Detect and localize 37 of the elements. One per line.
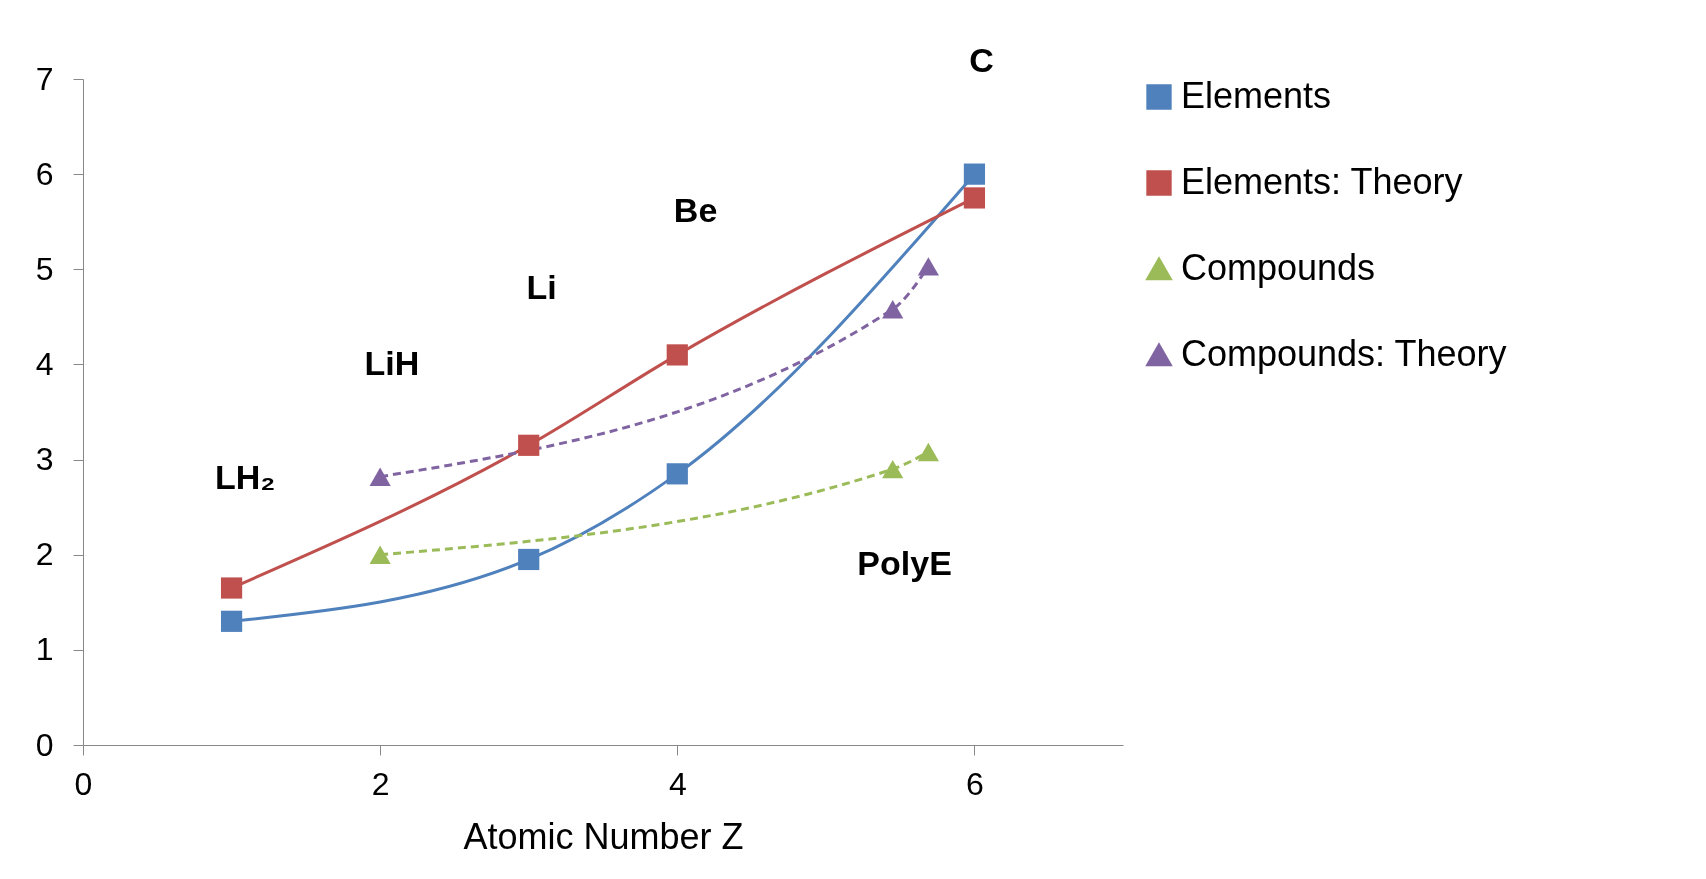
point: [369, 467, 391, 486]
point: [220, 610, 243, 632]
legend-label: Compounds: Theory: [1181, 333, 1507, 374]
annotation: Be: [673, 191, 718, 230]
point: [518, 434, 540, 456]
point: [882, 459, 904, 479]
point: [917, 257, 939, 276]
legend-label: Compounds: [1181, 247, 1376, 288]
point: [369, 545, 391, 564]
annotation: LH₂: [215, 457, 276, 496]
point: [917, 442, 939, 462]
y-tick-label: 1: [35, 631, 54, 668]
x-tick-label: 4: [668, 765, 687, 802]
x-tick-label: 2: [371, 765, 390, 802]
y-tick-label: 5: [35, 250, 54, 287]
y-tick-label: 4: [35, 345, 54, 382]
legend-label: Elements: Theory: [1181, 161, 1463, 202]
y-tick-label: 3: [35, 441, 54, 478]
point: [666, 344, 688, 366]
annotation: Li: [526, 267, 557, 306]
x-tick-label: 0: [74, 765, 93, 802]
point: [882, 300, 904, 319]
annotation: C: [969, 41, 994, 80]
annotation: PolyE: [857, 544, 952, 583]
point: [963, 163, 986, 185]
y-tick-label: 6: [35, 155, 54, 192]
point: [518, 548, 540, 571]
annotation: LiH: [364, 344, 420, 383]
y-tick-label: 2: [35, 536, 54, 573]
y-tick-label: 7: [35, 60, 54, 97]
point: [220, 577, 243, 599]
legend-label: Elements: [1181, 75, 1332, 116]
point: [666, 463, 688, 485]
x-axis-title: Atomic Number Z: [463, 815, 744, 857]
x-tick-label: 6: [966, 765, 984, 802]
y-tick-label: 0: [35, 726, 54, 763]
point: [963, 187, 986, 209]
